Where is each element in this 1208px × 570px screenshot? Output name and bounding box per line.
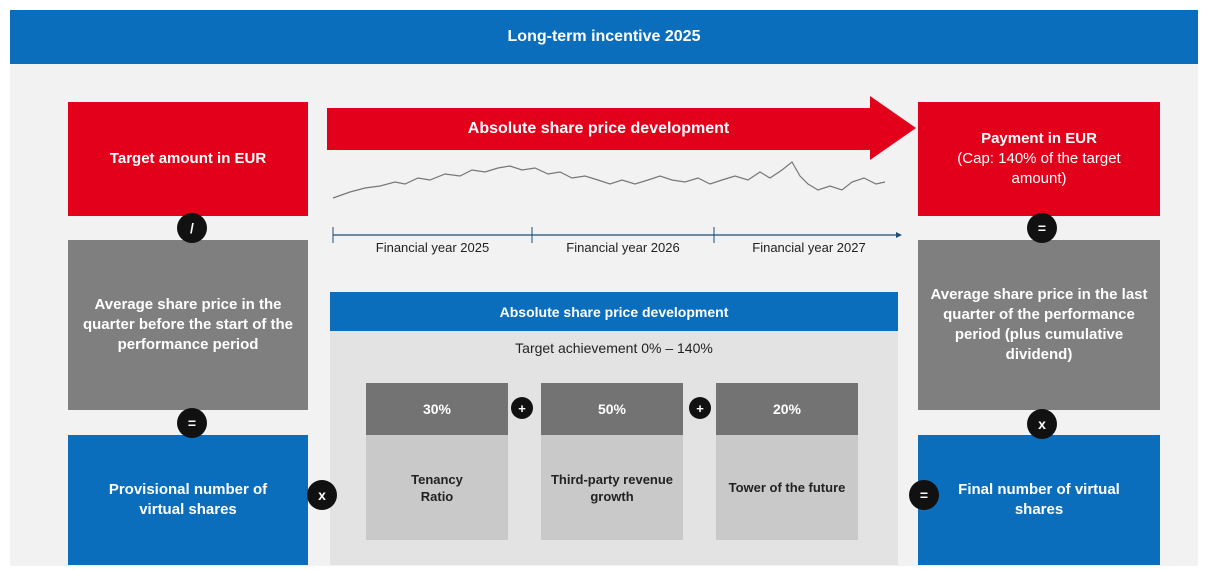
provisional-box: Provisional number of virtual shares — [68, 435, 308, 565]
weight: 30% — [422, 401, 452, 417]
final-label: Final number of virtual shares — [958, 481, 1120, 518]
operator: = — [1027, 213, 1057, 243]
weight: 50% — [597, 401, 627, 417]
panel-title: Absolute share price development — [499, 303, 729, 320]
target-box: Target amount in EUR — [68, 102, 308, 216]
header-title: Long-term incentive 2025 — [507, 28, 701, 45]
panel-header: Absolute share price development — [330, 292, 898, 331]
share-price-line — [332, 161, 886, 199]
operator: + — [511, 397, 533, 419]
timeline-arrowhead — [896, 232, 902, 238]
final-box: Final number of virtual shares — [918, 435, 1160, 565]
cap-label: (Cap: 140% of the target amount) — [957, 150, 1121, 187]
arrow — [327, 96, 916, 160]
arrow-label: Absolute share price development — [467, 120, 730, 137]
component-label: Third-party revenue growth — [550, 471, 674, 504]
component-box: Tenancy Ratio — [366, 435, 508, 540]
component-label: Tower of the future — [728, 480, 846, 495]
operator: = — [909, 480, 939, 510]
operator: x — [1027, 409, 1057, 439]
operator: = — [177, 408, 207, 438]
component-box: Third-party revenue growth — [541, 435, 683, 540]
target-label: Target amount in EUR — [109, 150, 267, 167]
component-box: Tower of the future — [716, 435, 858, 540]
end-price-box: Average share price in the last quarter … — [918, 240, 1160, 410]
start-price-label: Average share price in the quarter befor… — [82, 296, 294, 353]
weight: 20% — [772, 401, 802, 417]
end-price-label: Average share price in the last quarter … — [930, 286, 1148, 363]
operator: x — [307, 480, 337, 510]
component-label: Tenancy Ratio — [411, 471, 463, 504]
timeline-label: Financial year 2027 — [752, 240, 866, 255]
timeline-label: Financial year 2026 — [566, 240, 680, 255]
operator: + — [689, 397, 711, 419]
arrow-label-box: Absolute share price development — [327, 108, 870, 150]
payment-label: Payment in EUR — [981, 130, 1097, 147]
panel-subtitle: Target achievement 0% – 140% — [515, 340, 713, 356]
payment-box: Payment in EUR (Cap: 140% of the target … — [918, 102, 1160, 216]
weight-box: 30% — [366, 383, 508, 435]
timeline-label: Financial year 2025 — [375, 240, 490, 255]
start-price-box: Average share price in the quarter befor… — [68, 240, 308, 410]
weight-box: 50% — [541, 383, 683, 435]
weight-box: 20% — [716, 383, 858, 435]
operator: / — [177, 213, 207, 243]
provisional-label: Provisional number of virtual shares — [108, 481, 268, 518]
header: Long-term incentive 2025 — [10, 10, 1198, 64]
